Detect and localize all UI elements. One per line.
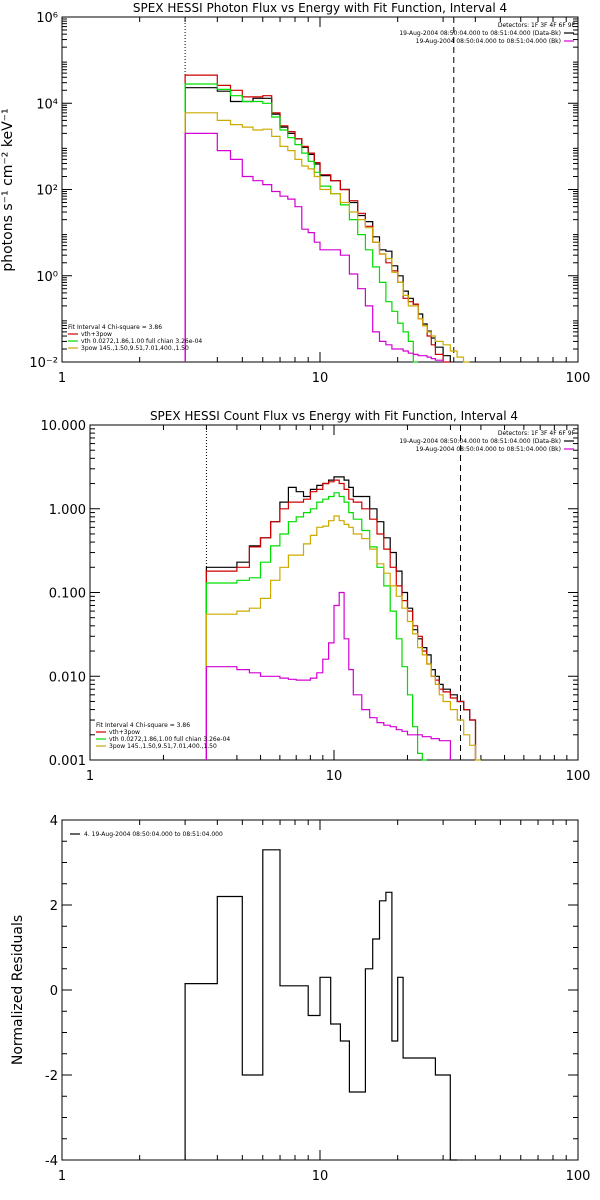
y-tick-label: 10²: [36, 184, 58, 199]
series-3pow-line: [205, 515, 481, 761]
y-tick-label: 0.010: [49, 670, 86, 685]
y-tick-label: 0: [50, 984, 58, 999]
legend-top-entry-label: 19-Aug-2004 08:50:04.000 to 08:51:04.000…: [416, 446, 561, 453]
legend-fit-entry-label: vth+3pow: [81, 331, 112, 338]
legend-top-entry-label: 19-Aug-2004 08:50:04.000 to 08:51:04.000…: [416, 38, 561, 45]
legend-detectors-title: Detectors: 1F 3F 4F 6F 9F: [498, 22, 576, 29]
legend-fit-entry-label: vth+3pow: [109, 729, 140, 736]
series-bk-line: [184, 132, 444, 362]
legend-top-entry-label: 19-Aug-2004 08:50:04.000 to 08:51:04.000…: [399, 438, 561, 445]
y-tick-label: 0.001: [49, 754, 86, 769]
y-tick-label: 10⁴: [36, 97, 58, 112]
series-vth-3pow-line: [205, 479, 477, 760]
count-flux-panel: SPEX HESSI Count Flux vs Energy with Fit…: [41, 409, 591, 784]
legend-detectors-title: Detectors: 1F 3F 4F 6F 9F: [498, 430, 576, 437]
y-tick-label: -4: [45, 1154, 58, 1169]
y-tick-label: 10⁶: [36, 11, 58, 26]
y-axis-label: Normalized Residuals: [10, 915, 26, 1065]
y-tick-label: 10⁻²: [29, 356, 58, 371]
chart-title: SPEX HESSI Photon Flux vs Energy with Fi…: [133, 1, 507, 15]
y-tick-label: 1.000: [49, 503, 86, 518]
legend-residual-label: 4. 19-Aug-2004 08:50:04.000 to 08:51:04.…: [84, 831, 223, 838]
x-tick-label: 10: [326, 769, 343, 784]
y-tick-label: 10⁰: [36, 270, 58, 285]
x-tick-label: 100: [566, 769, 591, 784]
legend-fit-title: Fit Interval 4 Chi-square = 3.86: [68, 324, 162, 331]
x-tick-label: 100: [566, 1169, 591, 1184]
x-tick-label: 100: [566, 371, 591, 386]
legend-fit-entry-label: 3pow 145.,1.50,9.51,7.01,400.,1.50: [81, 345, 189, 352]
y-tick-label: 0.100: [49, 587, 86, 602]
y-tick-label: 4: [50, 814, 58, 829]
residuals-panel: 1 10 100 -4 -2 0 2 4 Normalized Residuals 4. 19-A…: [10, 814, 590, 1184]
series-data-bk-line: [205, 476, 477, 760]
y-tick-label: 2: [50, 899, 58, 914]
series-vth-3pow-line: [184, 74, 451, 363]
y-tick-label: -2: [45, 1069, 58, 1084]
y-axis-label: photons s⁻¹ cm⁻² keV⁻¹: [0, 108, 16, 271]
chart-title: SPEX HESSI Count Flux vs Energy with Fit…: [150, 409, 518, 423]
legend-fit-entry-label: 3pow 145.,1.50,9.51,7.01,400.,1.50: [109, 743, 217, 750]
photon-flux-panel: SPEX HESSI Photon Flux vs Energy with Fi…: [0, 1, 590, 386]
legend-fit-entry-label: vth 0.0272,1.86,1.00 full chian 3.26e-04: [109, 736, 230, 743]
x-tick-label: 1: [86, 769, 94, 784]
legend-top-entry-label: 19-Aug-2004 08:50:04.000 to 08:51:04.000…: [399, 30, 561, 37]
series-residuals-line: [184, 849, 458, 1161]
series-data-bk-line: [184, 87, 451, 362]
x-tick-label: 1: [58, 371, 66, 386]
legend-fit-entry-label: vth 0.0272,1.86,1.00 full chian 3.26e-04: [81, 338, 202, 345]
series-vth-line: [205, 492, 427, 761]
plot-frame: [89, 424, 579, 761]
x-tick-label: 1: [58, 1169, 66, 1184]
x-tick-label: 10: [312, 1169, 329, 1184]
y-tick-label: 10.000: [41, 419, 87, 434]
x-tick-label: 10: [312, 371, 329, 386]
legend-fit-title: Fit Interval 4 Chi-square = 3.86: [96, 722, 190, 729]
series-bk-line: [205, 591, 451, 760]
series-3pow-line: [184, 112, 470, 363]
